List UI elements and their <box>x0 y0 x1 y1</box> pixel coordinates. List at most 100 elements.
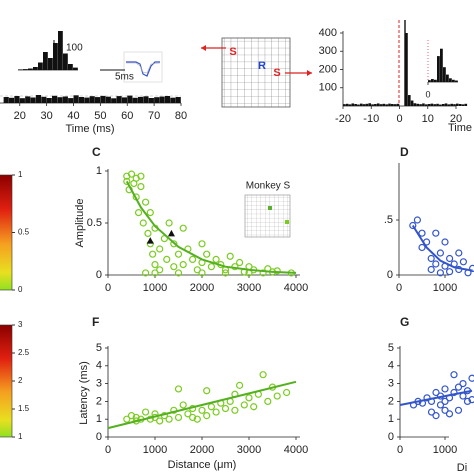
marker <box>137 183 145 191</box>
marker <box>273 267 281 275</box>
histogram-bar <box>3 97 9 103</box>
marker <box>174 269 183 277</box>
histogram-bar <box>127 95 133 103</box>
histogram-bar <box>362 104 366 106</box>
y-tick-label: 0.5 <box>87 217 102 229</box>
marker <box>454 383 463 391</box>
colorbar-tick-label: 1 <box>18 170 23 179</box>
histogram-bar <box>453 104 456 106</box>
histogram-bar <box>159 96 165 103</box>
x-axis-label: Time <box>448 122 472 134</box>
histogram-bar <box>428 80 431 82</box>
marker <box>134 209 143 217</box>
y-tick-label: 1 <box>96 413 102 425</box>
histogram-bar <box>410 100 414 106</box>
marker <box>418 243 426 252</box>
histogram-bar <box>14 96 20 103</box>
panel-label: F <box>92 315 99 329</box>
marker <box>142 269 150 277</box>
fit-line <box>399 389 473 406</box>
scale-label: 100 <box>66 43 83 54</box>
histogram-bar <box>430 103 434 106</box>
scale-label: 5ms <box>115 72 134 83</box>
histogram-bar <box>111 98 117 103</box>
histogram-bar <box>73 67 78 70</box>
x-tick-label: 0 <box>397 444 403 456</box>
histogram-bar <box>175 97 181 103</box>
histogram-bar <box>407 95 411 106</box>
marker <box>445 410 454 418</box>
marker <box>207 263 215 271</box>
x-tick-label: 3000 <box>237 444 261 456</box>
marker <box>432 260 440 268</box>
histogram-bar <box>57 97 63 103</box>
panel-label: D <box>400 145 409 159</box>
x-tick-label: 80 <box>175 110 187 122</box>
histogram-bar <box>374 103 377 106</box>
histogram-bar <box>52 95 58 103</box>
histogram-bar <box>105 96 111 103</box>
histogram-bar <box>455 80 458 82</box>
marker <box>259 269 267 277</box>
site-label: S <box>273 67 280 79</box>
marker <box>170 240 178 248</box>
colorbar-tick-label: 3 <box>18 320 23 329</box>
marker <box>151 261 159 269</box>
histogram-bar <box>62 96 68 103</box>
marker <box>189 255 197 263</box>
marker <box>165 415 173 423</box>
marker <box>174 413 183 422</box>
y-tick-label: 4 <box>96 360 102 372</box>
marker <box>283 388 291 397</box>
marker <box>144 229 152 237</box>
histogram-bar <box>440 48 443 82</box>
y-axis-label: Latency (ms) <box>78 361 90 425</box>
marker <box>226 252 234 260</box>
y-tick-label: 5 <box>96 342 102 354</box>
x-tick-label: -10 <box>363 113 379 125</box>
histogram-bar <box>170 97 176 103</box>
marker <box>170 263 178 271</box>
marker <box>189 413 197 422</box>
histogram-bar <box>433 104 437 106</box>
histogram-bar <box>461 104 465 106</box>
colorbar-tick-label: 1 <box>18 432 23 441</box>
x-tick-label: -20 <box>335 113 351 125</box>
marker <box>127 412 136 420</box>
marker <box>427 254 435 263</box>
marker <box>436 269 444 277</box>
marker <box>427 265 435 274</box>
marker <box>446 268 454 276</box>
marker <box>203 250 211 258</box>
marker <box>221 269 230 277</box>
marker <box>459 258 467 266</box>
marker <box>221 404 230 413</box>
colorbar-tick-label: 2.5 <box>18 348 30 357</box>
y-tick-label: 200 <box>319 63 337 75</box>
marker <box>441 406 449 414</box>
marker <box>156 417 164 425</box>
histogram-bar <box>436 103 439 106</box>
marker <box>146 237 154 244</box>
x-axis-label: Time (ms) <box>65 123 114 135</box>
marker <box>123 177 131 185</box>
y-tick-label: 3 <box>388 378 394 390</box>
marker <box>193 415 201 423</box>
histogram-bar <box>63 53 68 70</box>
histogram-bar <box>143 96 149 103</box>
histogram-bar <box>388 103 391 106</box>
histogram-bar <box>379 104 383 106</box>
histogram-bar <box>419 104 422 106</box>
histogram-bar <box>351 103 355 106</box>
histogram-bar <box>449 78 452 82</box>
marker <box>427 408 436 416</box>
histogram-bar <box>416 103 420 106</box>
histogram-bar <box>413 103 417 106</box>
marker <box>203 387 211 395</box>
marker <box>423 394 431 402</box>
marker <box>123 415 131 423</box>
marker <box>142 408 150 416</box>
y-tick-label: 4 <box>388 360 394 372</box>
histogram-bar <box>391 103 394 106</box>
y-tick-label: 2 <box>96 395 102 407</box>
